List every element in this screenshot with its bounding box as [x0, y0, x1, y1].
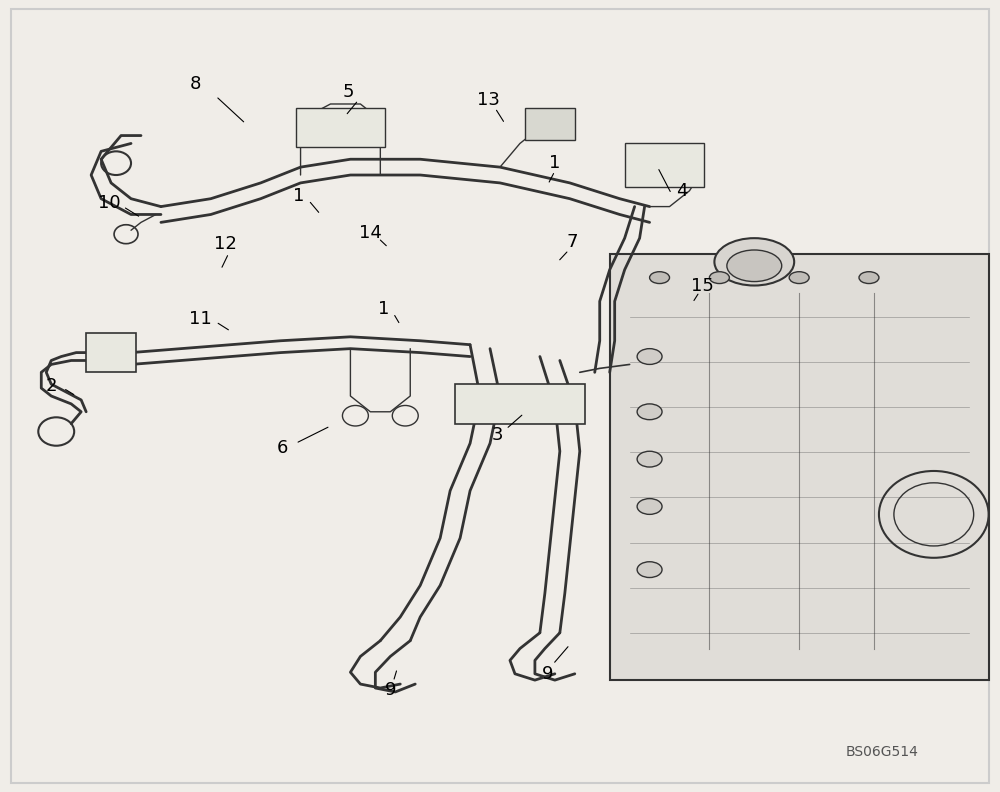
Text: 8: 8 [190, 75, 202, 93]
Text: 13: 13 [477, 91, 499, 109]
Text: 12: 12 [214, 235, 237, 253]
FancyBboxPatch shape [525, 108, 575, 139]
Ellipse shape [789, 272, 809, 284]
FancyBboxPatch shape [610, 254, 989, 680]
Text: 1: 1 [378, 300, 389, 318]
Text: 3: 3 [491, 426, 503, 444]
Text: 2: 2 [46, 377, 57, 394]
FancyBboxPatch shape [296, 108, 385, 147]
Ellipse shape [859, 272, 879, 284]
Ellipse shape [637, 562, 662, 577]
Ellipse shape [637, 499, 662, 514]
Text: 10: 10 [98, 193, 120, 211]
Ellipse shape [709, 272, 729, 284]
Ellipse shape [650, 272, 670, 284]
Text: 4: 4 [676, 182, 687, 200]
Text: 9: 9 [385, 680, 396, 699]
Text: 9: 9 [542, 664, 554, 683]
Text: 1: 1 [549, 154, 561, 172]
FancyBboxPatch shape [11, 10, 989, 782]
Text: 6: 6 [277, 439, 288, 457]
Ellipse shape [727, 250, 782, 282]
Ellipse shape [714, 238, 794, 285]
Ellipse shape [637, 451, 662, 467]
Ellipse shape [637, 404, 662, 420]
Text: 14: 14 [359, 224, 382, 242]
Text: 15: 15 [691, 276, 714, 295]
FancyBboxPatch shape [455, 384, 585, 424]
FancyBboxPatch shape [625, 143, 704, 187]
Text: 7: 7 [566, 233, 578, 251]
Ellipse shape [637, 348, 662, 364]
Text: 5: 5 [343, 83, 354, 101]
FancyBboxPatch shape [86, 333, 136, 372]
Text: 11: 11 [189, 310, 212, 328]
Text: BS06G514: BS06G514 [846, 745, 919, 759]
Text: 1: 1 [293, 188, 304, 205]
